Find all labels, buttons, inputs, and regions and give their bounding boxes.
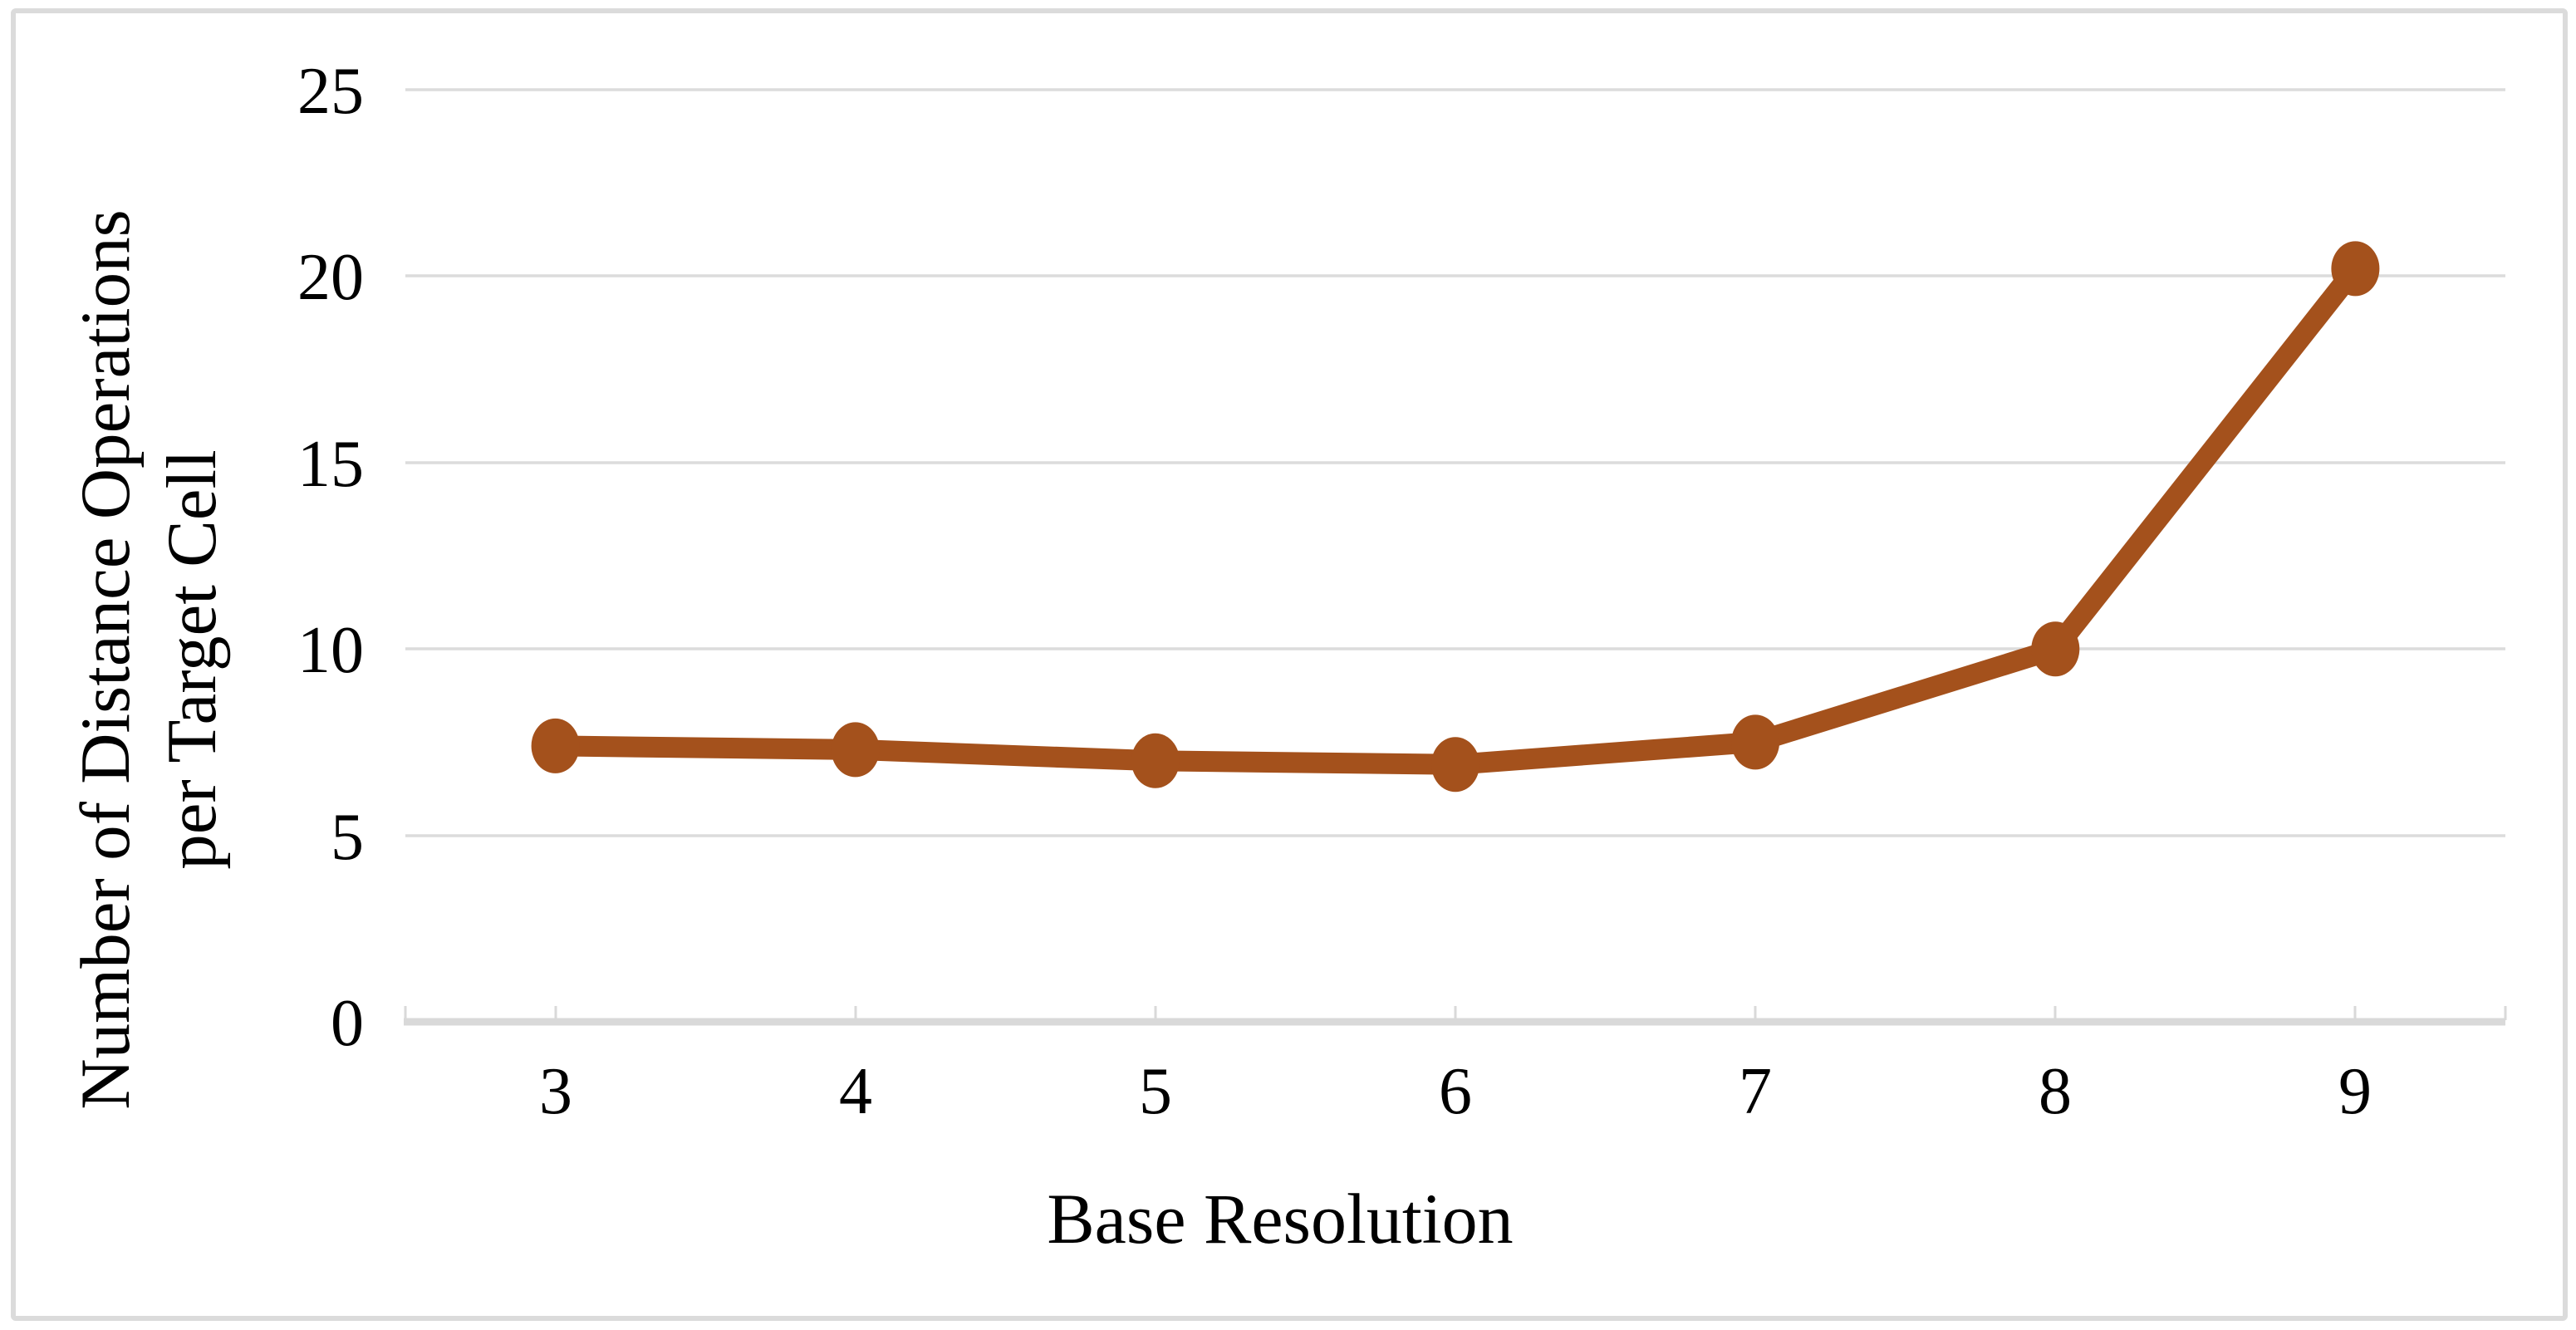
x-tick-label-7: 7 <box>1739 1055 1772 1128</box>
y-tick-label-25: 25 <box>297 55 364 128</box>
gridlines <box>405 88 2505 837</box>
y-tick-label-5: 5 <box>331 801 364 874</box>
data-point-marker-4 <box>831 722 880 778</box>
y-axis-labels: 25 20 15 10 5 0 <box>297 55 364 1060</box>
x-tick-label-6: 6 <box>1439 1055 1472 1128</box>
data-point-marker-3 <box>531 718 580 773</box>
data-series <box>531 241 2380 793</box>
x-tick-label-3: 3 <box>539 1055 572 1128</box>
chart-border <box>11 8 2568 1321</box>
y-tick-label-0: 0 <box>331 987 364 1060</box>
x-axis-labels: 3 4 5 6 7 8 9 <box>539 1055 2372 1128</box>
x-tick-label-4: 4 <box>839 1055 872 1128</box>
y-axis-title-line-1: Number of Distance Operations <box>66 209 145 1109</box>
data-point-marker-6 <box>1431 737 1479 793</box>
y-tick-label-10: 10 <box>297 614 364 687</box>
y-tick-label-20: 20 <box>297 241 364 314</box>
data-point-marker-8 <box>2031 621 2080 677</box>
y-tick-label-15: 15 <box>297 428 364 501</box>
series-line <box>545 258 2366 775</box>
y-axis-title-line-2: per Target Cell <box>153 449 231 869</box>
data-point-marker-7 <box>1731 714 1780 770</box>
x-tick-label-8: 8 <box>2039 1055 2072 1128</box>
x-axis-title: Base Resolution <box>1047 1179 1513 1259</box>
data-point-marker-5 <box>1131 733 1180 788</box>
x-axis <box>404 1006 2507 1026</box>
x-tick-label-5: 5 <box>1139 1055 1172 1128</box>
x-tick-label-9: 9 <box>2338 1055 2372 1128</box>
data-point-marker-9 <box>2331 241 2380 297</box>
